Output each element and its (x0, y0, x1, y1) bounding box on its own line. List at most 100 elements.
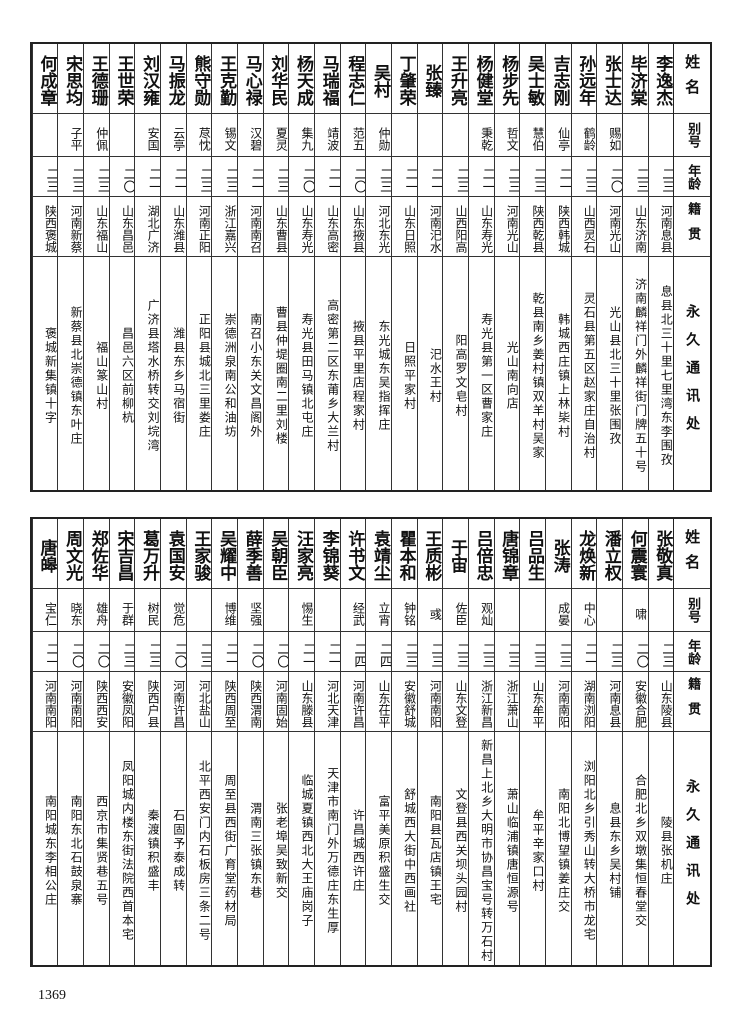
person-record: 潘立权 二三 河南息县 息县东乡吴村铺 (596, 519, 622, 965)
person-address: 掖县平里店程家村 (351, 319, 366, 432)
person-alias: 鹤龄 (571, 114, 597, 157)
person-origin: 山东寿光 (289, 197, 315, 257)
person-age: 二三 (443, 632, 468, 672)
person-alias (443, 114, 468, 157)
person-age: 二一 (392, 157, 417, 197)
person-address: 浏阳北乡引秀山转大桥市龙宅 (582, 759, 597, 942)
header-column: 姓名 别号 年龄 籍贯 永久通讯处 (673, 44, 710, 490)
person-name: 刘汉雍 (135, 44, 161, 114)
person-age: 二一 (315, 157, 340, 197)
person-address: 乾县南乡姜村镇双羊村吴家 (530, 291, 545, 460)
person-alias: 秉乾 (468, 114, 494, 157)
person-origin: 河北盐山 (186, 672, 212, 732)
person-origin: 河南南阳 (545, 672, 571, 732)
person-alias: 哲文 (494, 114, 520, 157)
header-alias: 别号 (674, 589, 710, 632)
person-age: 二〇 (622, 632, 648, 672)
person-origin: 湖北广济 (135, 197, 161, 257)
person-alias: 夏灵 (263, 114, 289, 157)
person-origin: 山东日照 (392, 197, 417, 257)
person-origin: 山东文登 (443, 672, 468, 732)
person-age: 二一 (545, 157, 571, 197)
roster-table-bottom: 姓名 别号 年龄 籍贯 永久通讯处 张敬真 二三 山东陵县 陵县张机庄 何震寰啸二〇 安徽合肥 合肥北… (30, 517, 712, 967)
person-address: 许昌城西许庄 (351, 808, 366, 893)
person-address: 寿光县田马镇北屯庄 (300, 312, 315, 439)
person-name: 熊守勋 (186, 44, 212, 114)
person-record: 龙焕新 中心 二一 湖南浏阳 浏阳北乡引秀山转大桥市龙宅 (570, 519, 597, 965)
person-address: 萧山临浦镇唐恒源号 (505, 787, 520, 914)
person-record: 吴村 仲勋 二三 河北东光 东光城东吴指挥庄 (365, 44, 391, 490)
person-name: 毕济棠 (622, 44, 648, 114)
person-address: 灵石县第五区赵家庄自治村 (582, 291, 597, 460)
person-address: 凤阳城内楼东街法院西首本宅 (120, 759, 135, 942)
person-age: 二三 (597, 632, 622, 672)
person-name: 周文光 (58, 519, 84, 589)
person-alias: 佐臣 (443, 589, 468, 632)
person-age: 二〇 (289, 157, 315, 197)
person-record: 王质彬彧二三 河南南阳 南阳县瓦店镇王宅 (416, 519, 443, 965)
person-origin: 河南新蔡 (58, 197, 84, 257)
person-age: 二一 (315, 632, 340, 672)
person-origin: 湖南浏阳 (571, 672, 597, 732)
person-name: 许书文 (340, 519, 366, 589)
person-alias (622, 114, 648, 157)
person-age: 二三 (32, 157, 58, 197)
person-age: 二一 (238, 157, 263, 197)
person-address: 南阳县瓦店镇王宅 (428, 794, 443, 907)
person-record: 杨健堂 秉乾 二一 山东寿光 寿光县第一区曹家庄 (467, 44, 494, 490)
person-origin: 河南息县 (648, 197, 674, 257)
person-name: 孙远年 (571, 44, 597, 114)
person-alias (32, 114, 58, 157)
person-age: 二一 (32, 632, 58, 672)
person-record: 熊守勋 荩忱 二三 河南正阳 正阳县城北三里娄庄 (185, 44, 212, 490)
person-record: 于宙 佐臣 二三 山东文登 文登县西关坝头园村 (442, 519, 468, 965)
person-name: 袁国安 (161, 519, 186, 589)
person-name: 宋思均 (58, 44, 84, 114)
person-age: 二〇 (109, 157, 135, 197)
header-age: 年龄 (674, 632, 710, 672)
person-record: 吕品生 二三 山东牟平 牟平辛家口村 (519, 519, 545, 965)
person-address: 新蔡县北崇德镇东叶庄 (69, 305, 84, 446)
person-name: 瞿本和 (392, 519, 417, 589)
person-name: 吴耀中 (212, 519, 238, 589)
person-record: 毕济棠 二三 山东济南 济南麟祥门外麟祥街门牌五十号 (621, 44, 648, 490)
person-address: 北平西安门内石板房三条二号 (197, 759, 212, 942)
person-record: 薛季善 坚强 二〇 陕西渭南 渭南三张镇东巷 (237, 519, 263, 965)
person-name: 吴士敏 (520, 44, 545, 114)
person-age: 二一 (571, 632, 597, 672)
person-age: 二三 (84, 157, 109, 197)
person-alias: 范五 (340, 114, 366, 157)
header-address: 永久通讯处 (684, 303, 701, 444)
person-record: 汪家亮 惕生 二一 山东滕县 临城夏镇西北大王庙岗子 (288, 519, 315, 965)
person-name: 葛万升 (135, 519, 161, 589)
person-record: 唐锦章 二三 浙江萧山 萧山临浦镇唐恒源号 (493, 519, 520, 965)
person-address: 正阳县城北三里娄庄 (197, 312, 212, 439)
person-record: 王家骏 二三 河北盐山 北平西安门内石板房三条二号 (185, 519, 212, 965)
person-alias: 云亭 (161, 114, 186, 157)
person-origin: 陕西户县 (135, 672, 161, 732)
person-address: 南阳北博望镇姜庄交 (556, 787, 571, 914)
person-origin: 山东茌平 (366, 672, 391, 732)
person-alias: 晓东 (58, 589, 84, 632)
person-record: 刘汉雍 安国 二一 湖北广济 广济县塔水桥转交刘垸湾 (134, 44, 161, 490)
person-alias: 荩忱 (186, 114, 212, 157)
person-address: 南阳东北石鼓泉寨 (69, 794, 84, 907)
person-name: 王家骏 (186, 519, 212, 589)
person-record: 丁肇荣 二一 山东日照 日照平家村 (391, 44, 417, 490)
person-origin: 河南汜水 (417, 197, 443, 257)
person-address: 息县东乡吴村铺 (607, 801, 622, 900)
person-address: 秦渡镇积盛丰 (146, 808, 161, 893)
person-record: 吉志刚 仙亭 二一 陕西韩城 韩城西庄镇上林枈村 (544, 44, 571, 490)
person-age: 二〇 (340, 157, 366, 197)
person-alias: 仲勋 (366, 114, 391, 157)
person-address: 广济县塔水桥转交刘垸湾 (146, 298, 161, 453)
person-age: 二三 (58, 157, 84, 197)
person-record: 瞿本和 钟铭 二三 安徽舒城 舒城西大街中西画社 (391, 519, 417, 965)
header-origin: 籍贯 (674, 197, 710, 257)
person-address: 昌邑六区前柳杭 (120, 326, 135, 425)
person-age: 二三 (520, 632, 545, 672)
person-age: 二〇 (238, 632, 263, 672)
person-address: 寿光县第一区曹家庄 (479, 312, 494, 439)
person-origin: 河南南阳 (58, 672, 84, 732)
person-origin: 河南南阳 (32, 672, 58, 732)
